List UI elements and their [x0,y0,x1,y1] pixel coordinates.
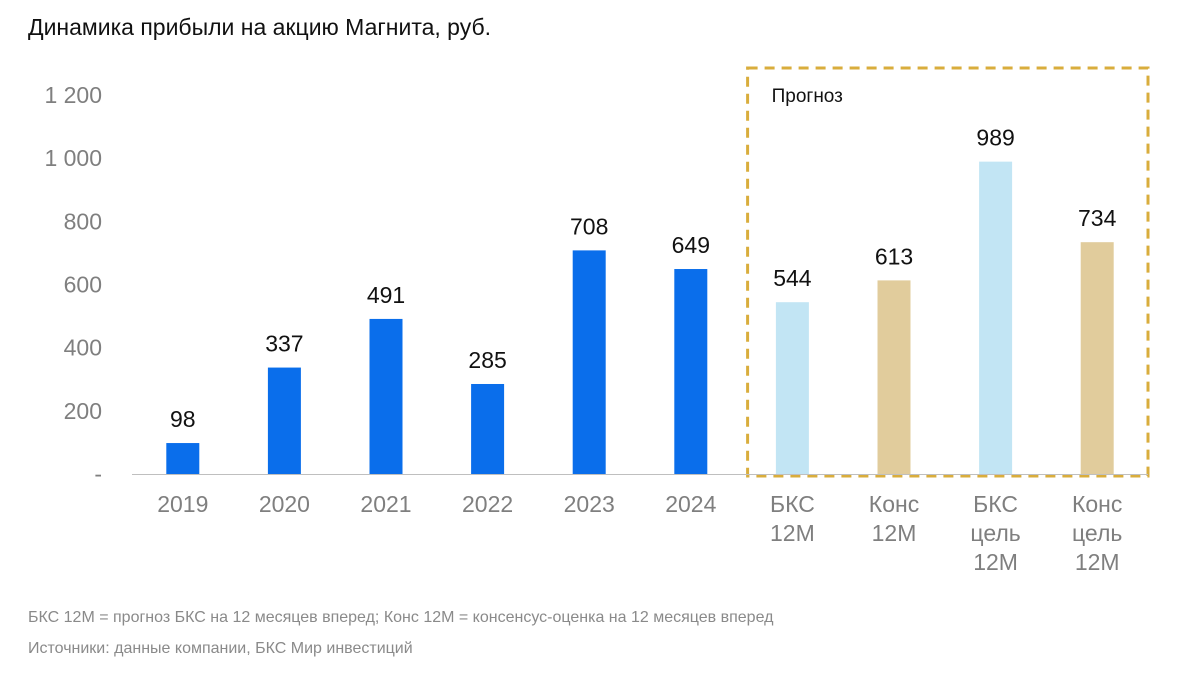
x-tick-label: Конс [869,491,919,517]
x-tick-label: БКС [770,491,815,517]
y-tick-label: 800 [64,208,102,234]
bar-5 [674,269,708,474]
bar-chart: - 200 400 600 800 1 000 1 200 Прогноз 98 2019 337 2… [44,66,1150,575]
x-tick-label: цель [970,520,1020,546]
data-label: 649 [672,232,710,258]
data-label: 491 [367,282,405,308]
x-tick-label: 12М [973,549,1018,575]
bar-6 [775,302,809,474]
bar-3 [471,383,505,474]
y-tick-label: - [94,461,102,487]
x-tick-label: 12М [770,520,815,546]
x-tick-label: 2023 [564,491,615,517]
x-tick-label: 12М [872,520,917,546]
data-label: 285 [468,347,506,373]
x-tick-label: Конс [1072,491,1122,517]
forecast-box [746,66,1150,478]
bar-7 [877,280,911,474]
y-tick-label: 1 000 [44,145,102,171]
x-tick-label: цель [1072,520,1122,546]
x-tick-label: 2022 [462,491,513,517]
x-tick-label: 2024 [665,491,716,517]
y-tick-label: 1 200 [44,82,102,108]
bar-2 [369,318,403,474]
data-label: 613 [875,243,913,269]
y-tick-label: 200 [64,398,102,424]
data-label: 337 [265,331,303,357]
footnote-sources: Источники: данные компании, БКС Мир инве… [28,640,413,657]
x-tick-label: 2019 [157,491,208,517]
forecast-label: Прогноз [772,86,843,107]
footnote-abbreviations: БКС 12М = прогноз БКС на 12 месяцев впер… [28,609,774,626]
data-label: 708 [570,213,608,239]
data-label: 989 [976,125,1014,151]
bar-0 [166,443,200,474]
x-tick-label: БКС [973,491,1018,517]
x-tick-label: 12М [1075,549,1120,575]
bar-9 [1080,242,1114,474]
y-tick-label: 600 [64,272,102,298]
data-label: 734 [1078,205,1117,231]
x-tick-label: 2021 [360,491,411,517]
bar-4 [572,250,606,474]
data-label: 544 [773,265,812,291]
y-tick-label: 400 [64,335,102,361]
data-label: 98 [170,406,196,432]
chart-title: Динамика прибыли на акцию Магнита, руб. [28,14,492,40]
bar-8 [979,161,1013,474]
bar-1 [267,367,301,474]
x-tick-label: 2020 [259,491,310,517]
